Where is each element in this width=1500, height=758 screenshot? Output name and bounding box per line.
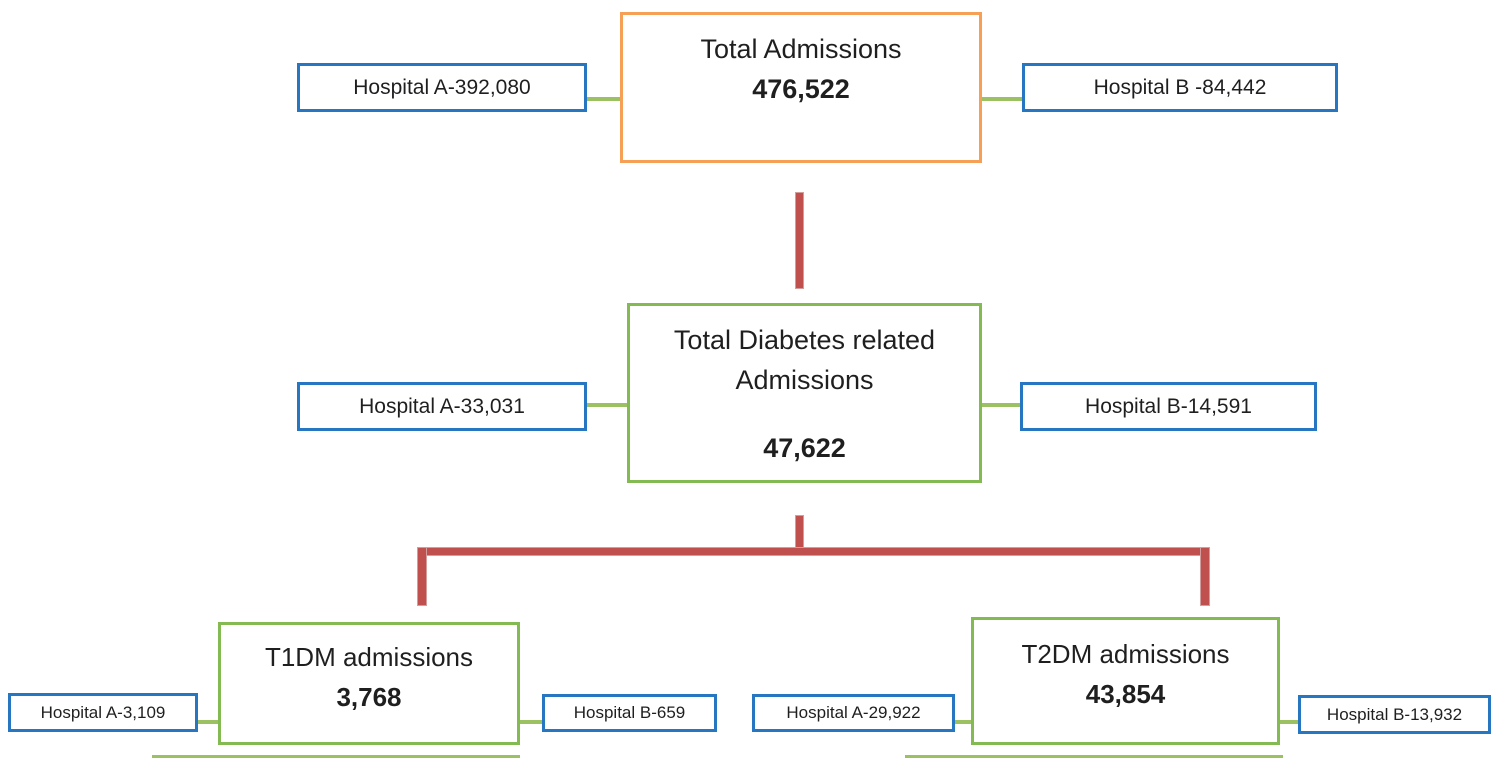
connector-hospital-a-to-total xyxy=(587,97,620,101)
node-hospital-b-t1dm: Hospital B-659 xyxy=(542,694,717,732)
node-hospital-b-total-label: Hospital B -84,442 xyxy=(1093,75,1267,99)
node-t2dm-admissions-value: 43,854 xyxy=(1085,679,1166,709)
node-diabetes-admissions: Total Diabetes related Admissions 47,622 xyxy=(627,303,982,483)
node-t2dm-admissions: T2DM admissions 43,854 xyxy=(971,617,1280,745)
clipped-green-line-left xyxy=(152,755,520,758)
connector-hospital-b-to-total xyxy=(982,97,1022,101)
node-diabetes-admissions-title-line1: Total Diabetes related xyxy=(673,325,936,355)
node-t1dm-admissions: T1DM admissions 3,768 xyxy=(218,622,520,745)
connector-diabetes-to-t1dm xyxy=(417,547,427,606)
connector-hospital-a-to-t2dm xyxy=(955,720,971,724)
node-hospital-a-diabetes-label: Hospital A-33,031 xyxy=(359,394,525,418)
connector-total-to-diabetes xyxy=(795,192,804,289)
connector-hospital-b-to-t1dm xyxy=(520,720,542,724)
node-t1dm-admissions-title: T1DM admissions xyxy=(264,642,474,672)
node-total-admissions-value: 476,522 xyxy=(752,74,850,104)
connector-hospital-b-to-t2dm xyxy=(1280,720,1298,724)
node-hospital-b-t2dm-label: Hospital B-13,932 xyxy=(1326,704,1463,724)
node-hospital-a-total-label: Hospital A-392,080 xyxy=(353,75,531,99)
node-hospital-b-diabetes-label: Hospital B-14,591 xyxy=(1085,394,1252,418)
node-hospital-b-t1dm-label: Hospital B-659 xyxy=(573,703,686,722)
node-hospital-a-t2dm-label: Hospital A-29,922 xyxy=(786,703,921,722)
connector-diabetes-stem xyxy=(795,515,804,548)
node-hospital-b-t2dm: Hospital B-13,932 xyxy=(1298,695,1491,734)
connector-diabetes-to-t2dm xyxy=(1200,547,1210,606)
node-hospital-b-total: Hospital B -84,442 xyxy=(1022,63,1338,112)
node-hospital-a-total: Hospital A-392,080 xyxy=(297,63,587,112)
node-hospital-a-diabetes: Hospital A-33,031 xyxy=(297,382,587,431)
connector-hospital-a-to-t1dm xyxy=(198,720,218,724)
node-t2dm-admissions-title: T2DM admissions xyxy=(1021,639,1230,669)
connector-hospital-a-to-diabetes xyxy=(587,403,627,407)
node-hospital-a-t1dm-label: Hospital A-3,109 xyxy=(40,702,166,722)
node-hospital-a-t2dm: Hospital A-29,922 xyxy=(752,694,955,732)
node-t1dm-admissions-value: 3,768 xyxy=(336,682,402,712)
connector-diabetes-crossbar xyxy=(417,547,1210,556)
node-diabetes-admissions-value: 47,622 xyxy=(763,433,846,463)
node-diabetes-admissions-title-line2: Admissions xyxy=(735,365,874,395)
node-total-admissions-title: Total Admissions xyxy=(700,34,902,64)
node-hospital-b-diabetes: Hospital B-14,591 xyxy=(1020,382,1317,431)
clipped-green-line-right xyxy=(905,755,1283,758)
node-total-admissions: Total Admissions 476,522 xyxy=(620,12,982,163)
connector-hospital-b-to-diabetes xyxy=(982,403,1020,407)
node-hospital-a-t1dm: Hospital A-3,109 xyxy=(8,693,198,732)
